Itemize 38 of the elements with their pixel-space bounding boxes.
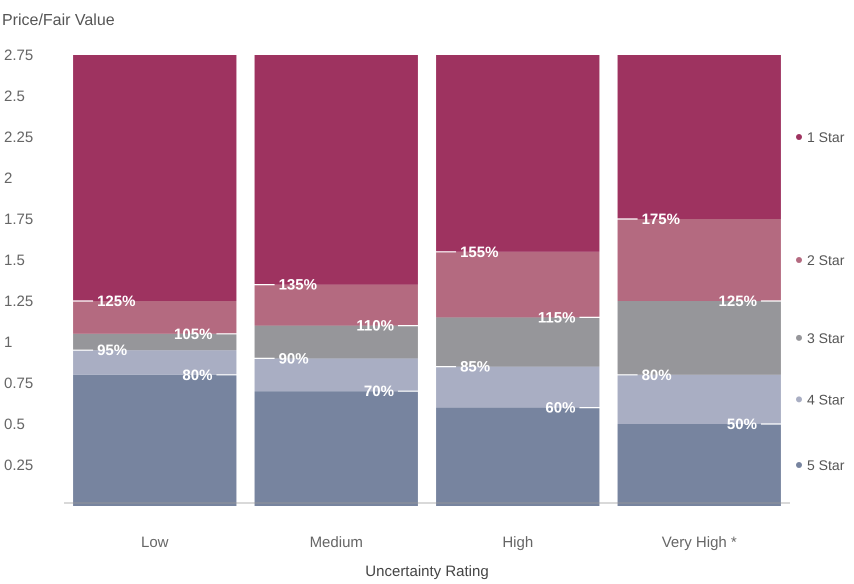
annotation: 110% bbox=[356, 318, 394, 335]
annotation: 60% bbox=[545, 400, 576, 417]
annotation: 80% bbox=[642, 366, 672, 384]
annotation: 125% bbox=[97, 293, 136, 310]
y-axis-title: Price/Fair Value bbox=[2, 12, 115, 29]
y-tick-label: 1.5 bbox=[4, 252, 25, 269]
legend-label: 3 Star bbox=[807, 330, 845, 346]
y-tick-label: 0.75 bbox=[4, 375, 34, 392]
x-tick-label: Low bbox=[140, 534, 169, 551]
annotation: 175% bbox=[642, 211, 680, 228]
y-tick-label: 2.75 bbox=[4, 47, 34, 64]
annotation: 105% bbox=[174, 326, 212, 343]
annotation: 155% bbox=[460, 244, 498, 261]
legend-label: 2 Star bbox=[807, 252, 845, 268]
annotation: 80% bbox=[182, 366, 212, 384]
x-tick-label: Medium bbox=[310, 534, 363, 551]
annotation: 50% bbox=[726, 416, 757, 433]
x-axis-title: Uncertainty Rating bbox=[365, 563, 489, 580]
annotation: 70% bbox=[364, 383, 394, 400]
y-tick-label: 2.25 bbox=[4, 129, 34, 146]
y-tick-label: 2 bbox=[4, 170, 12, 187]
annotation: 85% bbox=[460, 358, 490, 376]
legend-label: 5 Star bbox=[807, 457, 845, 473]
y-tick-label: 2.5 bbox=[4, 88, 25, 105]
y-tick-label: 0.5 bbox=[4, 416, 25, 433]
annotation: 115% bbox=[538, 309, 576, 326]
x-tick-label: High bbox=[502, 534, 534, 551]
y-tick-label: 1.25 bbox=[4, 293, 34, 310]
legend-label: 1 Star bbox=[807, 129, 845, 145]
annotation: 95% bbox=[97, 342, 128, 360]
annotation: 135% bbox=[278, 276, 317, 294]
annotation: 90% bbox=[278, 350, 309, 368]
x-tick-label: Very High * bbox=[662, 534, 737, 551]
y-tick-label: 0.25 bbox=[4, 457, 34, 474]
legend-label: 4 Star bbox=[807, 391, 845, 408]
annotation: 125% bbox=[718, 293, 757, 310]
y-tick-label: 1.75 bbox=[4, 211, 34, 228]
y-tick-label: 1 bbox=[4, 334, 12, 351]
